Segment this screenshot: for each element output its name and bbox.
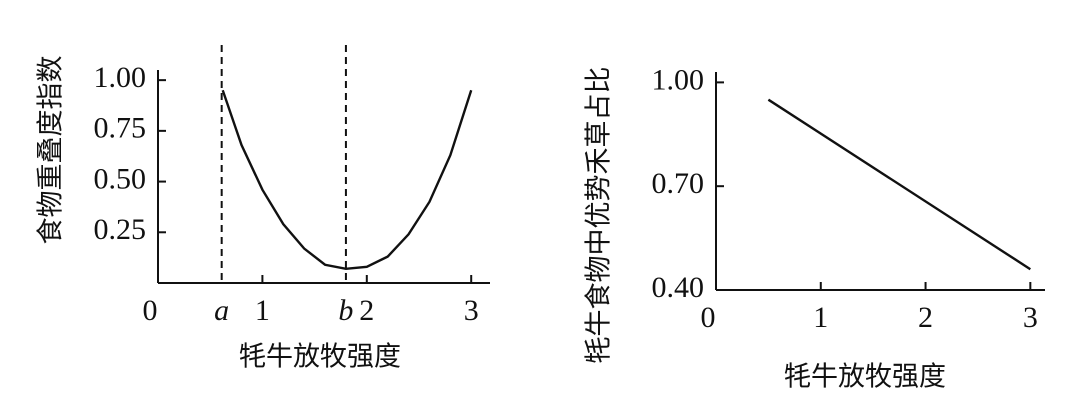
x-tick-label: 3 — [464, 294, 479, 327]
y-tick-label: 0.25 — [94, 213, 147, 246]
x-axis-title: 牦牛放牧强度 — [239, 342, 401, 373]
data-line — [767, 98, 1031, 271]
x-tick-label: 2 — [918, 301, 933, 334]
x-tick-label: 1 — [255, 294, 270, 327]
y-tick-label: 0.50 — [94, 162, 147, 195]
y-tick-label: 0.75 — [94, 112, 147, 145]
y-tick-label: 1.00 — [652, 63, 705, 96]
y-axis-title: 牦牛食物中优势禾草占比 — [584, 67, 615, 364]
reference-label: a — [214, 294, 229, 327]
y-axis-title: 食物重叠度指数 — [36, 56, 67, 245]
reference-label: b — [338, 294, 353, 327]
x-axis-title: 牦牛放牧强度 — [784, 362, 946, 393]
x-tick-label: 3 — [1023, 301, 1038, 334]
y-tick-label: 1.00 — [94, 61, 147, 94]
y-tick-label: 0.40 — [652, 271, 705, 304]
x-tick-label: 2 — [359, 294, 374, 327]
data-line — [221, 89, 473, 271]
y-tick-label: 0.70 — [652, 167, 705, 200]
x-tick-label: 1 — [813, 301, 828, 334]
x-tick-label: 0 — [701, 301, 716, 334]
x-tick-label: 0 — [143, 294, 158, 327]
